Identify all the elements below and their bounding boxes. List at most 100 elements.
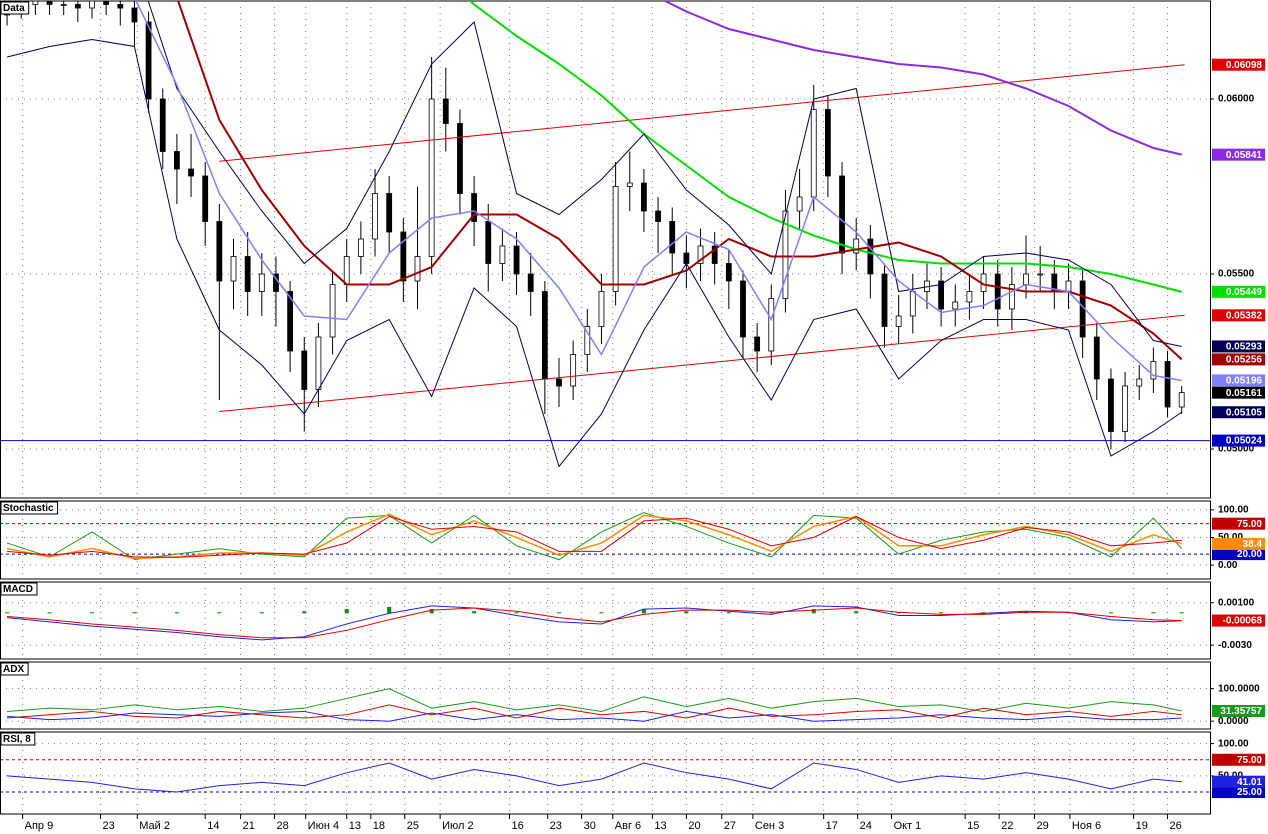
value-label-box [1212,58,1265,71]
x-tick-label: 27 [724,820,736,832]
x-tick-label: 30 [584,820,596,832]
x-tick-label: Июл 2 [442,820,474,832]
value-label-box [1212,775,1265,788]
panel-frame [0,731,1211,815]
panel-title: RSI, 8 [3,734,31,745]
candle-body [372,193,378,240]
candle-body [60,4,67,6]
x-tick-label: Окт 1 [894,820,922,832]
value-label: 38.4 [1243,539,1263,550]
histogram-bar [1151,612,1156,614]
candle-body [1037,273,1044,276]
histogram-bar [472,611,477,614]
histogram-bar [387,606,392,614]
candle-body [414,256,421,282]
candle-body [697,245,704,264]
x-tick-label: 13 [654,820,666,832]
candle-body [1122,385,1128,432]
candle-body [598,291,605,327]
series-line [662,1,1182,156]
value-label: 0.05293 [1226,342,1263,353]
plot-area [1,1,1210,498]
series-line [7,704,1182,719]
series-line [6,513,1182,560]
series-line [7,710,1182,722]
candle-body [994,273,1001,310]
candle-body [626,182,633,187]
candle-body [287,291,294,352]
y-tick-label: 0.00100 [1218,597,1255,608]
x-tick-label: Ноя 6 [1072,820,1101,832]
candle-body [881,273,888,327]
panel-title: ADX [3,664,24,675]
candle-body [1093,336,1100,380]
candle-body [315,336,322,390]
value-label: 0.05105 [1226,407,1263,418]
x-tick-label: 19 [1136,820,1148,832]
value-label: 0.05024 [1226,436,1263,447]
histogram-bar [811,609,816,614]
y-tick-label: 0.00 [1218,560,1238,571]
candle-body [895,315,902,327]
level-label-box [1212,786,1265,799]
value-label-box [1212,704,1265,717]
value-label-box [1212,340,1265,353]
candle-body [938,280,945,310]
level-label: 75.00 [1237,519,1262,530]
x-tick-label: 23 [550,820,562,832]
histogram-bar [1066,612,1071,614]
level-label-box [1212,548,1265,561]
y-tick-label: 0.05500 [1218,269,1255,280]
series-line [468,1,1182,293]
candle-body [74,4,81,9]
value-label-box [1212,434,1265,447]
y-tick-label: 100.0000 [1218,683,1260,694]
histogram-bar [981,612,986,614]
candle-body [202,175,209,222]
candle-body [683,252,690,264]
candle-body [428,98,435,257]
candle-body [216,221,223,282]
histogram-bar [854,611,859,614]
x-tick-label: 23 [102,820,114,832]
trend-line [219,314,1185,413]
histogram-bar [939,612,944,614]
candle-body [400,231,407,282]
candle-body [810,109,817,198]
value-label: 41.01 [1237,777,1262,788]
candle-body [188,168,194,177]
x-tick-label: 14 [207,820,219,832]
histogram-bar [769,612,774,614]
value-label-box [1212,148,1265,161]
trend-line [219,64,1185,162]
candle-body [386,193,393,233]
candle-body [1065,280,1072,292]
candle-body [329,284,336,338]
y-tick-label: 50.00 [1218,532,1243,543]
y-tick-label: 0.05000 [1218,444,1255,455]
level-label: 20.00 [1237,549,1262,560]
candle-body [131,7,138,23]
candle-body [1178,392,1185,408]
panel-title: Data [3,3,25,14]
y-tick-label: 0.0000 [1218,716,1249,727]
candle-body [46,1,53,5]
value-label-box [1212,537,1265,550]
histogram-bar [599,612,604,614]
candle-body [655,210,661,222]
candle-body [89,1,95,9]
value-label: 0.05841 [1226,150,1263,161]
candle-body [174,151,180,170]
panel-title-box [0,501,59,515]
level-label: 25.00 [1237,787,1262,798]
candle-body [1136,378,1143,387]
candle-body [909,291,916,317]
x-tick-label: 21 [243,820,255,832]
candle-body [244,256,251,292]
x-tick-label: Сен 3 [755,820,784,832]
histogram-bar [89,612,94,614]
value-label: -0.00068 [1223,616,1263,627]
x-tick-label: 17 [826,820,838,832]
